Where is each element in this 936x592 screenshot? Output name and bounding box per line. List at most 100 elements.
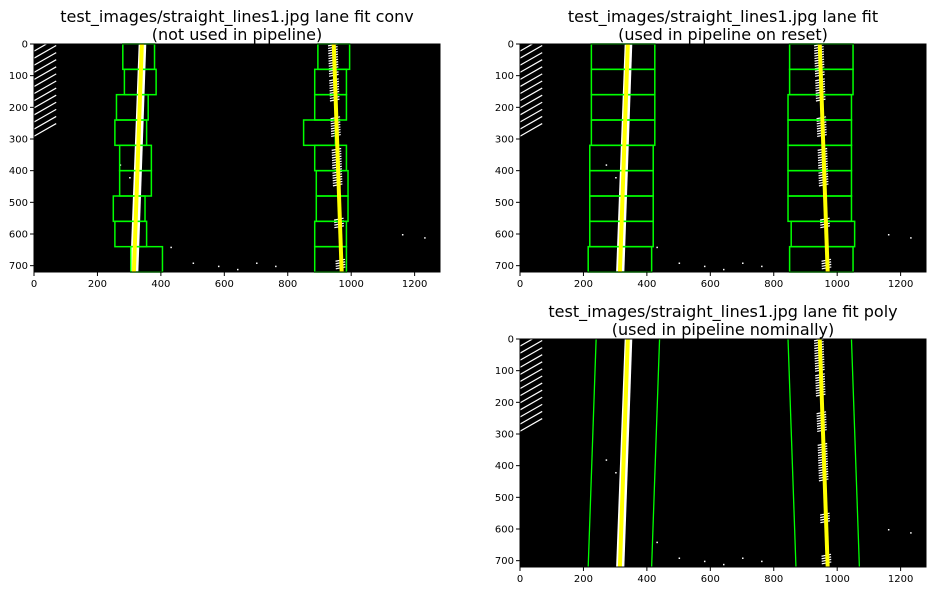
panel-3-title-line2: (used in pipeline nominally) [611,320,835,339]
x-tick-label: 600 [701,574,720,585]
pixel-stroke [519,59,543,73]
y-tick-label: 100 [9,71,28,82]
y-tick-label: 200 [495,103,514,114]
pixel-stroke [519,94,543,109]
pixel-speck [424,237,426,239]
pixel-stroke [519,66,543,80]
pixel-stroke [33,73,57,88]
y-tick-label: 300 [495,430,514,441]
x-tick-label: 200 [574,279,593,290]
pixel-stroke [519,30,543,45]
pixel-speck [605,164,608,166]
pixel-stroke [519,108,543,123]
pixel-speck [129,177,131,179]
panel-2-chart: 0 200 400 600 800 1000 1200 0 100 200 300 400 500 600… [495,30,927,290]
pixel-stroke [519,389,543,404]
x-tick-label: 1000 [338,279,363,290]
pixel-stroke [33,94,57,109]
panel-3-title: test_images/straight_lines1.jpg lane fit… [520,303,926,339]
left-poly-margin [587,338,597,568]
panel-3-chart: 0 200 400 600 800 1000 1200 0 100 200 300 400 500 600… [495,325,927,585]
x-tick-label: 600 [215,279,234,290]
pixel-stroke [519,44,543,59]
y-tick-label: 0 [22,40,28,51]
y-tick-label: 300 [9,135,28,146]
pixel-speck [703,265,706,268]
y-tick-label: 400 [9,166,28,177]
pixel-stroke [519,368,543,383]
pixel-stroke [519,332,543,347]
axes-frame [519,338,927,568]
pixel-speck [192,262,195,264]
y-tick-label: 500 [495,198,514,209]
y-tick-label: 200 [495,398,514,409]
pixel-stroke [33,30,57,45]
y-tick-label: 500 [9,198,28,209]
pixel-stroke [519,87,543,102]
pixel-speck [723,268,725,271]
y-tick-label: 200 [9,103,28,114]
right-poly-margin [850,338,861,568]
y-tick-label: 300 [495,135,514,146]
x-tick-label: 600 [701,279,720,290]
pixel-stroke [519,115,543,130]
pixel-speck [742,262,744,264]
y-tick-label: 100 [495,71,514,82]
x-tick-label: 200 [88,279,107,290]
axes-frame [519,43,927,273]
panel-2-title-line1: test_images/straight_lines1.jpg lane fit [567,7,879,26]
panel-3-title-line1: test_images/straight_lines1.jpg lane fit… [548,302,898,321]
left-lane-fit [131,43,144,273]
pixel-speck [170,246,172,249]
pixel-stroke [519,396,543,411]
pixel-stroke [33,123,57,137]
pixel-stroke [519,354,543,368]
pixel-stroke [33,44,57,59]
pixel-stroke [519,347,543,361]
pixel-stroke [33,87,57,102]
x-tick-label: 0 [31,279,37,290]
axes-frame [33,43,441,273]
pixel-speck [237,268,239,271]
pixel-speck [656,246,658,249]
pixel-speck [256,262,258,264]
pixel-stroke [519,52,543,66]
pixel-speck [678,262,681,264]
pixel-speck [761,560,763,563]
panel-2-title: test_images/straight_lines1.jpg lane fit… [520,8,926,44]
y-tick-label: 700 [495,556,514,567]
pixel-speck [742,557,744,559]
x-tick-label: 1200 [888,574,913,585]
pixel-stroke [33,101,57,116]
pixel-stroke [519,325,543,340]
x-tick-label: 400 [151,279,170,290]
pixel-speck [723,563,725,566]
pixel-speck [275,265,277,268]
x-tick-label: 1200 [888,279,913,290]
right-lane-fit [817,338,830,568]
y-tick-label: 0 [508,40,514,51]
right-lane-fit [817,43,830,273]
pixel-speck [910,532,912,534]
y-tick-label: 600 [9,230,28,241]
x-tick-label: 400 [637,279,656,290]
image-background [34,44,440,272]
x-tick-label: 200 [574,574,593,585]
pixel-stroke [33,80,57,95]
pixel-speck [401,234,404,236]
pixel-stroke [33,37,57,52]
pixel-speck [678,557,681,559]
y-tick-label: 700 [9,261,28,272]
pixel-stroke [33,108,57,123]
x-tick-label: 800 [764,279,783,290]
pixel-speck [887,529,890,531]
x-tick-label: 1000 [824,574,849,585]
x-tick-label: 400 [637,574,656,585]
panel-1-title-line1: test_images/straight_lines1.jpg lane fit… [60,7,414,26]
right-poly-margin [787,338,797,568]
pixel-stroke [33,115,57,130]
y-tick-label: 400 [495,166,514,177]
pixel-stroke [519,403,543,418]
x-tick-label: 800 [278,279,297,290]
y-tick-label: 700 [495,261,514,272]
